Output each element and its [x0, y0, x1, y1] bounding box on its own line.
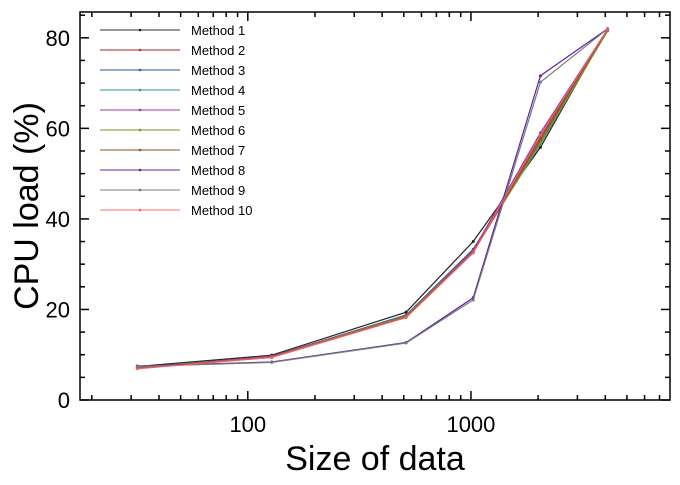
y-axis-label: CPU load (%): [8, 102, 46, 310]
x-tick-label: 1000: [446, 412, 495, 437]
data-point-method-1: [404, 310, 408, 314]
y-tick-label: 20: [46, 297, 70, 322]
series-line-method-5: [137, 28, 609, 369]
legend-label-method-3: Method 3: [191, 63, 245, 78]
x-tick-label: 100: [229, 412, 266, 437]
legend-label-method-9: Method 9: [191, 183, 245, 198]
legend-label-method-4: Method 4: [191, 83, 245, 98]
legend-marker-method-7: [138, 148, 142, 152]
series-line-method-6: [137, 30, 609, 369]
legend-marker-method-6: [138, 128, 142, 132]
series-line-method-10: [137, 28, 609, 370]
legend-marker-method-2: [138, 48, 142, 52]
data-point-method-10: [471, 251, 475, 255]
y-tick-label: 60: [46, 116, 70, 141]
data-point-method-7: [538, 138, 542, 142]
data-point-method-10: [538, 133, 542, 137]
legend-label-method-10: Method 10: [191, 203, 252, 218]
series-line-method-1: [137, 28, 609, 368]
data-point-method-9: [471, 298, 475, 302]
data-point-method-9: [135, 364, 139, 368]
data-point-method-1: [471, 240, 475, 244]
legend-marker-method-10: [138, 208, 142, 212]
legend-label-method-6: Method 6: [191, 123, 245, 138]
legend-marker-method-1: [138, 28, 142, 32]
legend-marker-method-5: [138, 108, 142, 112]
data-point-method-9: [404, 341, 408, 345]
series-line-method-2: [137, 29, 609, 369]
legend-label-method-1: Method 1: [191, 23, 245, 38]
y-tick-label: 0: [58, 388, 70, 413]
series-lines: [135, 27, 610, 371]
data-point-method-10: [270, 355, 274, 359]
data-point-method-10: [606, 27, 610, 31]
legend-marker-method-3: [138, 68, 142, 72]
legend-label-method-7: Method 7: [191, 143, 245, 158]
axes: 0 20 40 60 80 100 1000: [46, 11, 671, 437]
legend-label-method-2: Method 2: [191, 43, 245, 58]
series-line-method-9: [137, 28, 608, 368]
plot-frame: [79, 11, 671, 401]
data-point-method-10: [404, 316, 408, 320]
legend-label-method-8: Method 8: [191, 163, 245, 178]
legend-marker-method-4: [138, 88, 142, 92]
series-line-method-7: [137, 29, 609, 369]
data-point-method-9: [270, 360, 274, 364]
legend-marker-method-9: [138, 188, 142, 192]
data-point-method-1: [538, 145, 542, 149]
data-point-method-9: [538, 80, 542, 84]
legend: Method 1 Method 2 Method 3 Method 4 Method 5…: [100, 23, 252, 218]
x-axis-label: Size of data: [285, 440, 465, 478]
y-tick-label: 40: [46, 207, 70, 232]
data-point-method-8: [538, 74, 542, 78]
series-line-method-4: [137, 30, 609, 368]
legend-label-method-5: Method 5: [191, 103, 245, 118]
data-point-method-10: [135, 367, 139, 371]
series-line-method-3: [137, 29, 609, 368]
legend-marker-method-8: [138, 168, 142, 172]
y-tick-label: 80: [46, 26, 70, 51]
